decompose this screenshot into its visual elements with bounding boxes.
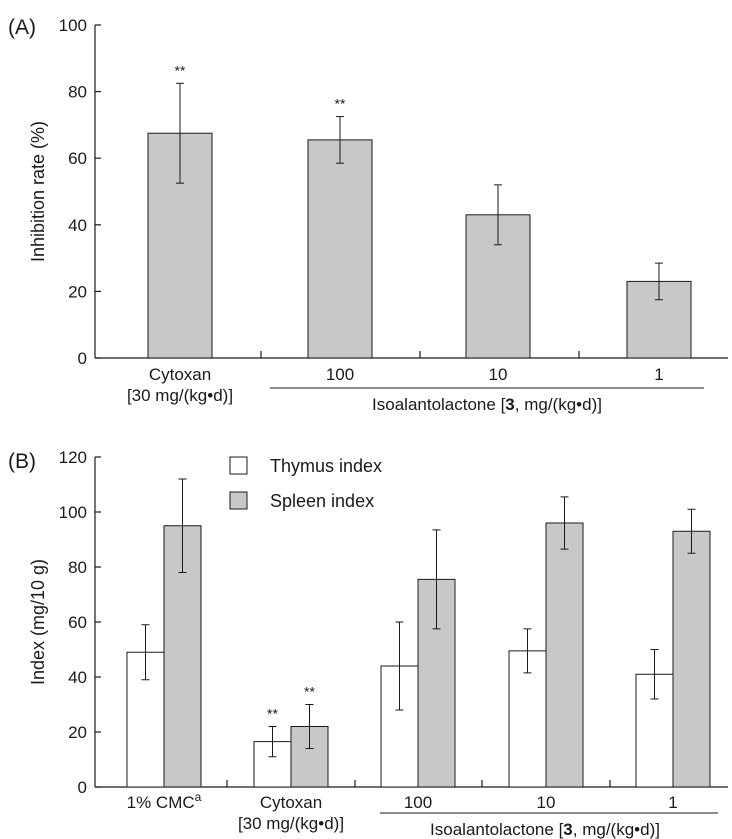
spleen-bar [545,522,584,788]
x-tick-label: 10 [537,793,556,812]
y-tick-label: 60 [68,149,87,168]
x-tick-label: 10 [489,365,508,384]
panel-label: (A) [8,16,36,39]
x-tick-label: 1% CMCa [127,790,202,812]
x-tick-label: Cytoxan [149,365,211,384]
panel-label: (B) [8,450,36,473]
legend-label: Spleen index [270,491,374,511]
x-tick-label: 1 [654,365,663,384]
y-axis-title: Inhibition rate (%) [28,121,48,262]
y-tick-label: 120 [59,448,87,467]
x-tick-label-text: 1% CMC [127,793,195,812]
significance-mark: ** [335,96,346,112]
y-tick-label: 80 [68,83,87,102]
x-tick-superscript: a [195,790,202,804]
x-tick-label-text: 1 [668,793,677,812]
x-tick-label-text: 100 [404,793,432,812]
y-tick-label: 100 [59,503,87,522]
x-tick-label: 100 [326,365,354,384]
significance-mark: ** [175,62,186,78]
y-tick-label: 40 [68,668,87,687]
y-tick-label: 0 [78,349,87,368]
group-label: Isoalantolactone [3, mg/(kg•d)] [372,395,602,414]
y-tick-label: 40 [68,216,87,235]
x-tick-label: 1 [668,793,677,812]
x-tick-label: Cytoxan [260,793,322,812]
significance-mark: ** [304,684,315,700]
y-tick-label: 80 [68,558,87,577]
legend-label: Thymus index [270,456,382,476]
x-tick-label: 100 [404,793,432,812]
bar [307,139,373,359]
panel-a: (A) 0 20 40 60 80 100 Inhibition rate (%) ** Cyto… [8,16,728,414]
y-tick-label: 0 [78,778,87,797]
legend-swatch [229,456,248,475]
panel-b: (B) 0 20 40 60 80 100 120 Index (mg/10 g) Thymus … [8,448,728,839]
y-tick-label: 20 [68,723,87,742]
y-tick-label: 60 [68,613,87,632]
legend: Thymus index Spleen index [229,456,382,511]
thymus-bar [508,650,547,788]
y-tick-label: 100 [59,16,87,35]
group-label-after: , mg/(kg•d)] [573,820,660,839]
y-tick-label: 20 [68,282,87,301]
group-label-bold: 3 [563,820,572,839]
x-tick-label-text: Cytoxan [260,793,322,812]
group-label-text: Isoalantolactone [ [430,820,564,839]
x-tick-sublabel: [30 mg/(kg•d)] [127,386,233,405]
group-label-after: , mg/(kg•d)] [515,395,602,414]
group-label-bold: 3 [505,395,514,414]
x-tick-label-text: 10 [537,793,556,812]
legend-swatch [229,491,248,510]
x-tick-sublabel: [30 mg/(kg•d)] [238,814,344,833]
group-label: Isoalantolactone [3, mg/(kg•d)] [430,820,660,839]
y-axis-title: Index (mg/10 g) [28,559,48,685]
spleen-bar [672,530,711,788]
significance-mark: ** [267,706,278,722]
group-label-text: Isoalantolactone [ [372,395,506,414]
